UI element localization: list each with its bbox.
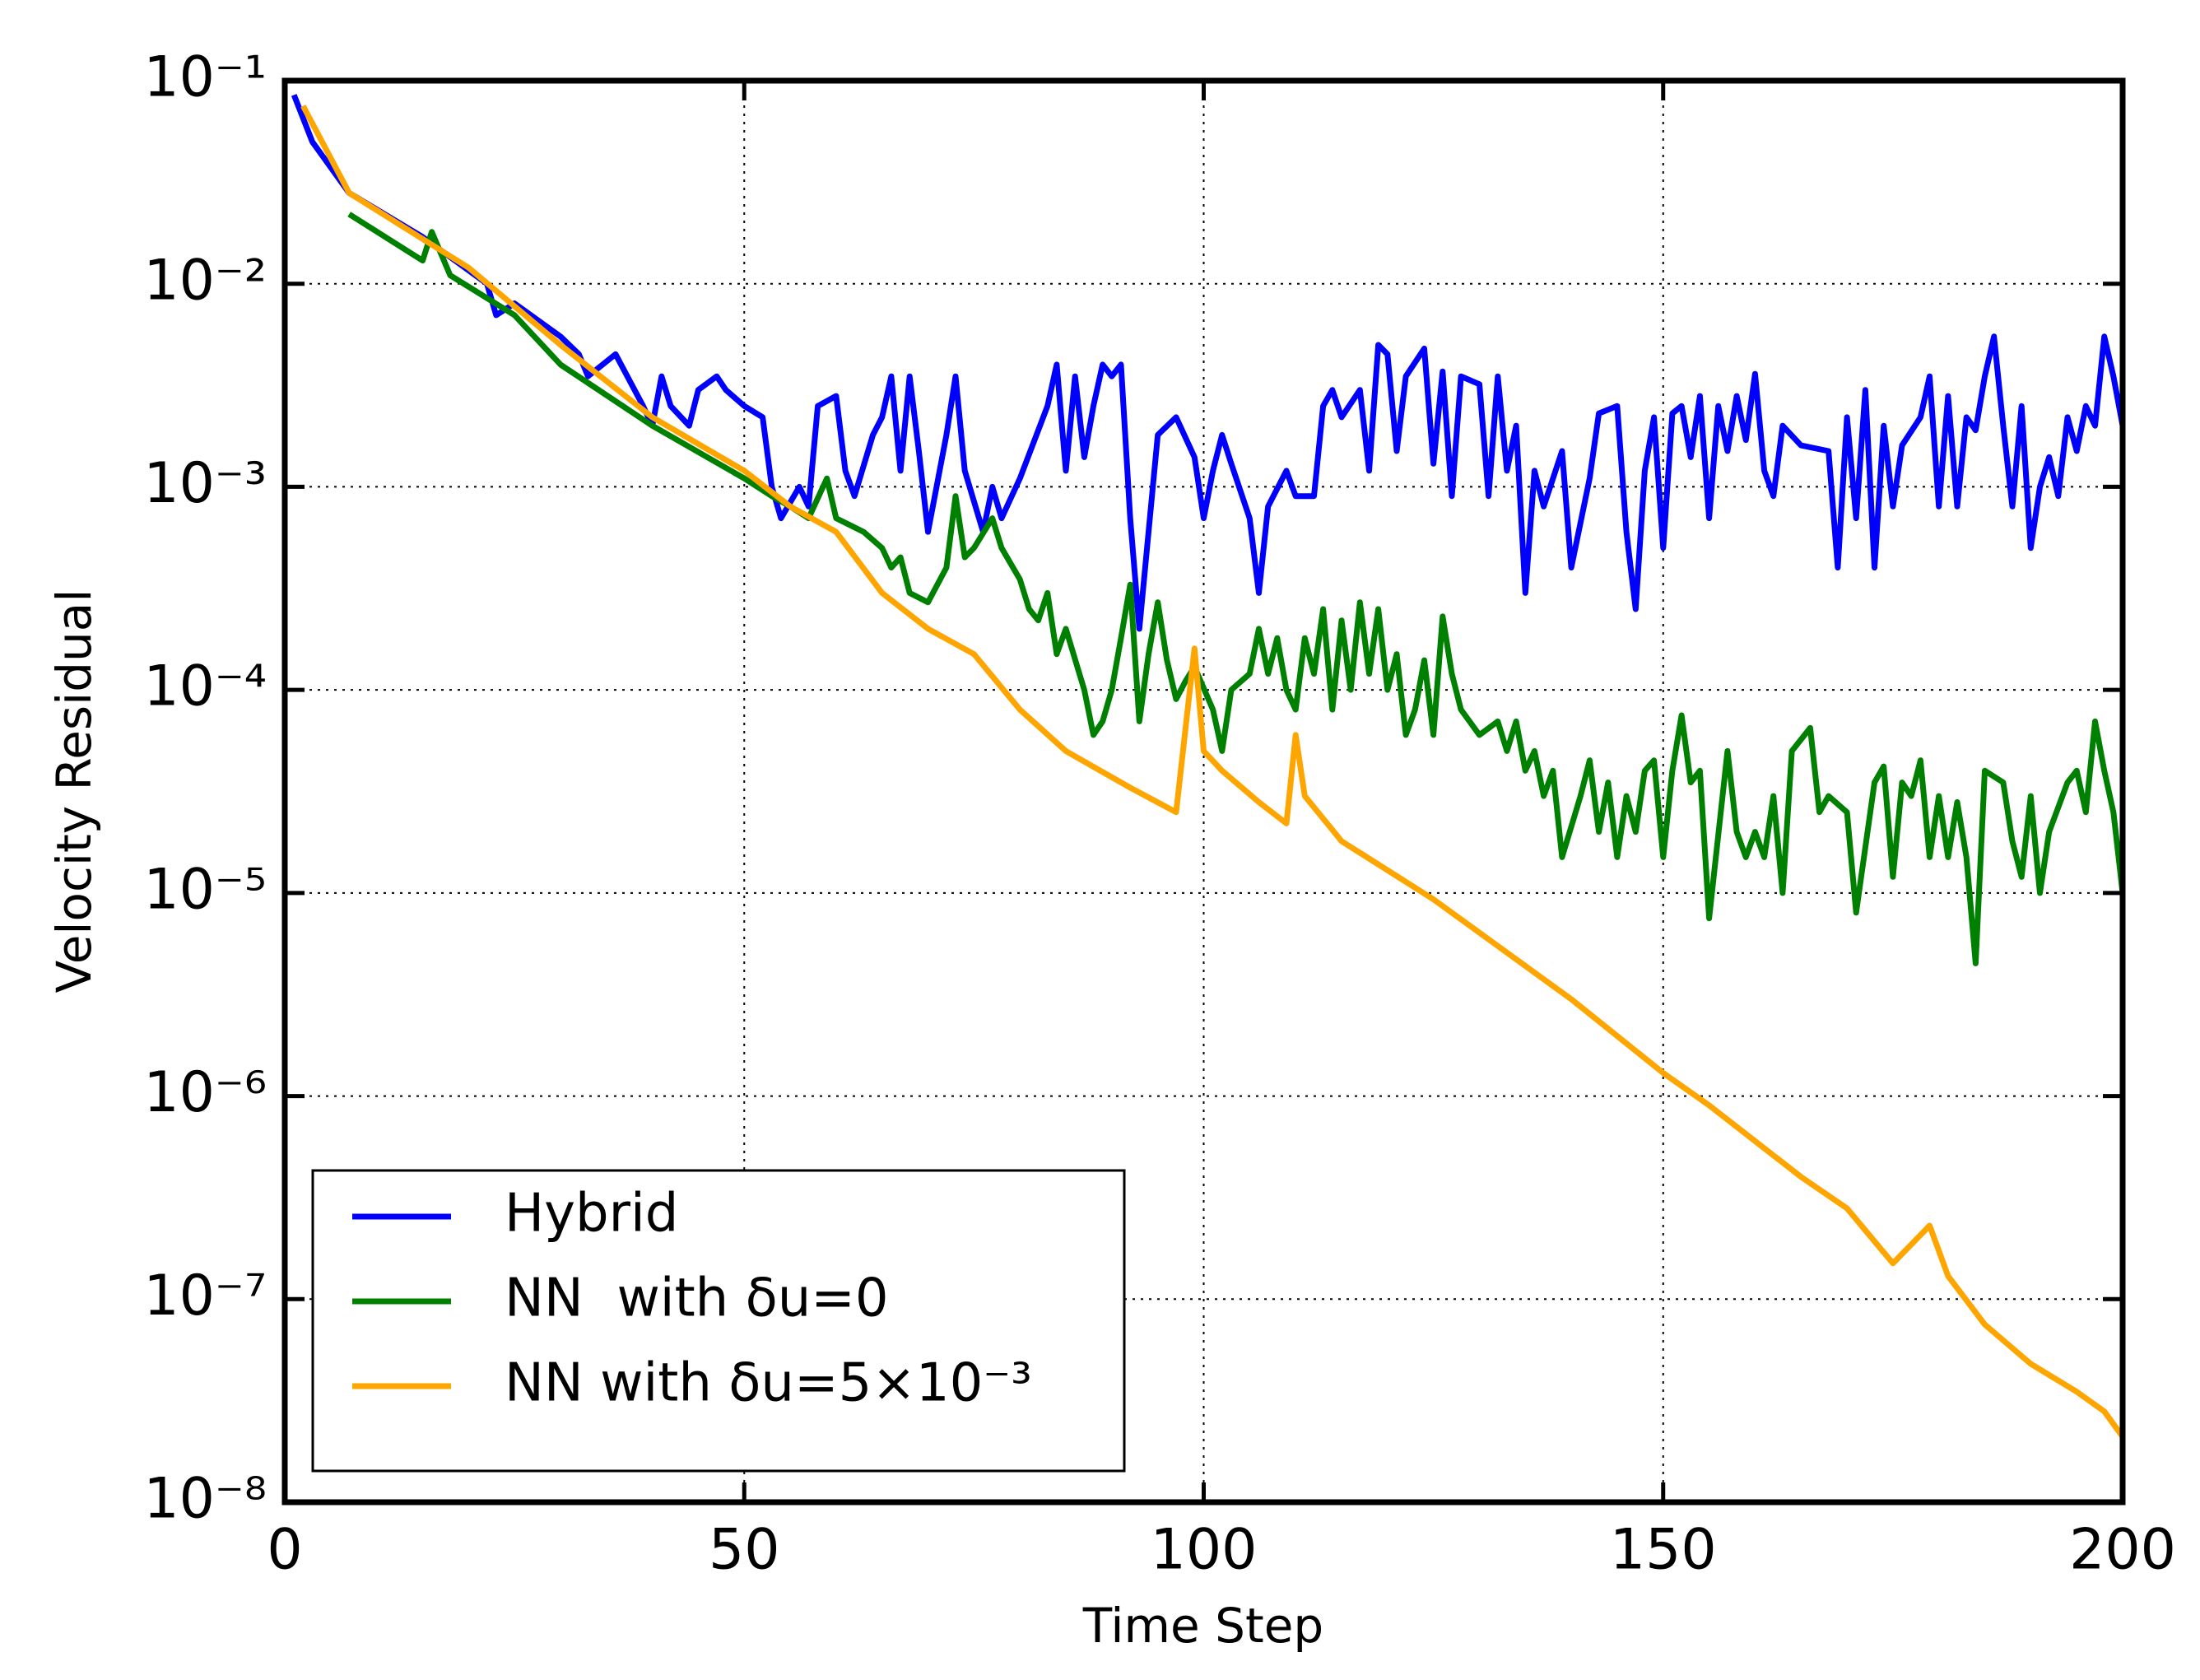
x-tick-label: 200 (2069, 1518, 2176, 1583)
series-line (347, 212, 2123, 966)
legend-label: NN with δu=0 (505, 1268, 889, 1329)
x-tick-label: 0 (267, 1518, 302, 1583)
legend-label: Hybrid (505, 1184, 678, 1245)
y-tick-label: 10⁻⁴ (143, 654, 267, 719)
series-line (291, 94, 2123, 632)
x-axis-label: Time Step (1082, 1598, 1323, 1654)
y-tick-label: 10⁻⁶ (143, 1060, 267, 1125)
y-tick-label: 10⁻³ (143, 451, 267, 516)
legend-box (311, 1169, 1126, 1473)
y-tick-label: 10⁻¹ (143, 45, 267, 110)
series-line (300, 105, 2123, 1439)
y-tick-label: 10⁻⁷ (143, 1263, 267, 1329)
y-axis-label: Velocity Residual (46, 589, 102, 994)
x-tick-label: 150 (1610, 1518, 1717, 1583)
y-tick-label: 10⁻⁵ (143, 857, 267, 922)
x-tick-label: 50 (709, 1518, 780, 1583)
y-tick-label: 10⁻⁸ (143, 1467, 267, 1532)
x-tick-label: 100 (1151, 1518, 1258, 1583)
legend-label: NN with δu=5×10⁻³ (505, 1353, 1032, 1414)
y-tick-label: 10⁻² (143, 248, 267, 313)
